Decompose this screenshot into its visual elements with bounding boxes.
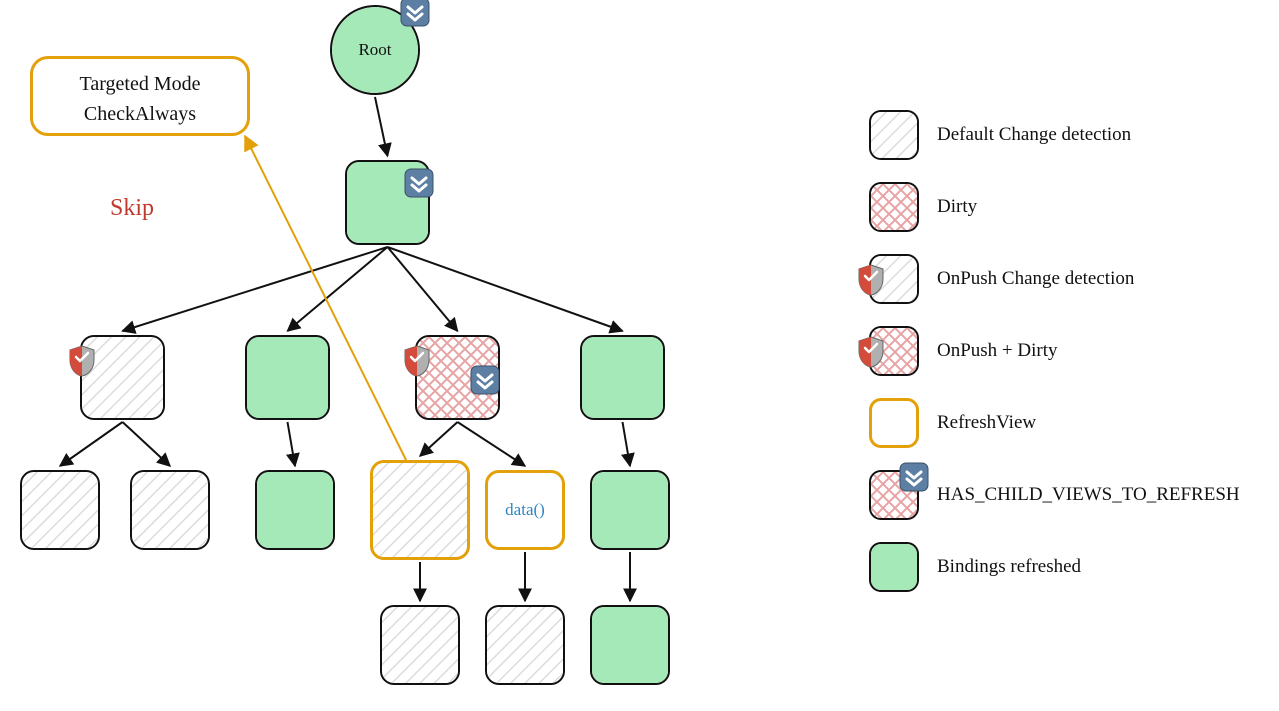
- legend-label: OnPush + Dirty: [937, 340, 1058, 362]
- legend-swatch: [869, 182, 919, 232]
- chevron-down-icon: [899, 462, 929, 492]
- legend-row: OnPush Change detection: [869, 254, 1279, 304]
- edge: [60, 422, 123, 466]
- chevron-down-icon: [470, 365, 500, 395]
- legend-swatch: [869, 254, 919, 304]
- node-n3f: [590, 470, 670, 550]
- legend-label: Dirty: [937, 196, 977, 218]
- legend-label: HAS_CHILD_VIEWS_TO_REFRESH: [937, 484, 1240, 506]
- edge: [375, 97, 388, 156]
- chevron-down-icon: [400, 0, 430, 27]
- chevron-down-icon: [404, 168, 434, 198]
- edge: [388, 247, 458, 331]
- edge: [458, 422, 526, 466]
- node-n2c: [415, 335, 500, 420]
- node-n3c: [255, 470, 335, 550]
- shield-icon: [857, 264, 885, 296]
- legend-row: Bindings refreshed: [869, 542, 1279, 592]
- edge: [123, 247, 388, 331]
- node-n4b: [485, 605, 565, 685]
- shield-icon: [68, 345, 96, 377]
- diagram-root: Targeted Mode CheckAlways Skip Root data(…: [0, 0, 1279, 711]
- annotation-line1: Targeted Mode: [51, 69, 229, 99]
- node-n1: [345, 160, 430, 245]
- legend-row: Dirty: [869, 182, 1279, 232]
- edge: [420, 422, 458, 456]
- node-n2a: [80, 335, 165, 420]
- node-root: Root: [330, 5, 420, 95]
- legend-swatch: [869, 542, 919, 592]
- edge: [623, 422, 631, 466]
- legend-swatch: [869, 326, 919, 376]
- edge: [123, 422, 171, 466]
- node-n3a: [20, 470, 100, 550]
- shield-icon: [403, 345, 431, 377]
- node-n3d: [370, 460, 470, 560]
- annotation-box: Targeted Mode CheckAlways: [30, 56, 250, 136]
- node-n4c: [590, 605, 670, 685]
- node-n2b: [245, 335, 330, 420]
- legend-row: OnPush + Dirty: [869, 326, 1279, 376]
- node-label: data(): [505, 500, 545, 520]
- node-n4a: [380, 605, 460, 685]
- legend-swatch: [869, 398, 919, 448]
- legend-label: Default Change detection: [937, 124, 1131, 146]
- node-n3b: [130, 470, 210, 550]
- legend-row: RefreshView: [869, 398, 1279, 448]
- legend-label: Bindings refreshed: [937, 556, 1081, 578]
- legend-row: HAS_CHILD_VIEWS_TO_REFRESH: [869, 470, 1279, 520]
- shield-icon: [857, 336, 885, 368]
- node-label: Root: [358, 40, 391, 60]
- annotation-line2: CheckAlways: [51, 99, 229, 129]
- legend-swatch: [869, 110, 919, 160]
- legend-row: Default Change detection: [869, 110, 1279, 160]
- legend-swatch: [869, 470, 919, 520]
- node-n2d: [580, 335, 665, 420]
- legend-label: OnPush Change detection: [937, 268, 1134, 290]
- edge: [388, 247, 623, 331]
- edge: [288, 422, 296, 466]
- edge: [288, 247, 388, 331]
- legend: Default Change detection Dirty OnPush Chan…: [869, 110, 1279, 614]
- node-n3e: data(): [485, 470, 565, 550]
- skip-label: Skip: [110, 195, 154, 222]
- legend-label: RefreshView: [937, 412, 1036, 434]
